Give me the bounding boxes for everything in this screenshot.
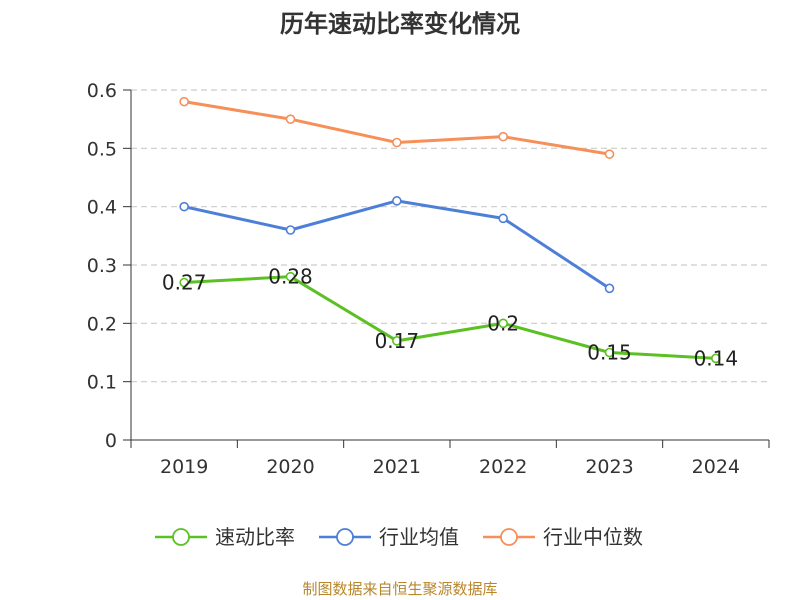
data-label: 0.27 xyxy=(162,271,207,295)
data-label: 0.14 xyxy=(694,346,739,370)
data-point xyxy=(179,277,189,288)
axes: 0 0.1 0.2 0.3 0.4 0.5 0.6 2019 2020 2021 2022 2023 2… xyxy=(87,80,770,478)
data-point xyxy=(498,213,508,224)
legend-label: 行业中位数 xyxy=(543,525,643,549)
data-point xyxy=(498,131,508,142)
data-label: 0.15 xyxy=(587,341,632,365)
y-tick-label: 0.1 xyxy=(87,372,117,394)
legend-label: 行业均值 xyxy=(379,525,459,549)
series-lines xyxy=(179,96,721,364)
legend-marker xyxy=(500,528,518,546)
data-point xyxy=(285,225,296,235)
x-tick-label: 2022 xyxy=(479,456,527,478)
data-label: 0.28 xyxy=(268,265,313,289)
data-point xyxy=(285,114,296,124)
data-point xyxy=(179,201,189,212)
data-point xyxy=(604,283,615,294)
data-point xyxy=(604,149,615,159)
x-tick-label: 2019 xyxy=(160,456,208,478)
legend: 速动比率 行业均值 行业中位数 xyxy=(155,525,643,549)
legend-label: 速动比率 xyxy=(215,525,295,549)
grid-lines xyxy=(131,89,769,383)
x-tick-label: 2021 xyxy=(373,456,421,478)
data-point xyxy=(604,347,615,358)
y-tick-label: 0.6 xyxy=(87,80,117,102)
data-label: 0.17 xyxy=(375,329,420,353)
legend-marker xyxy=(172,528,190,546)
data-labels: 0.27 0.28 0.17 0.2 0.15 0.14 xyxy=(162,265,738,371)
data-point xyxy=(498,318,508,329)
data-point xyxy=(285,271,296,282)
data-point xyxy=(392,336,402,346)
x-tick-label: 2024 xyxy=(692,456,740,478)
y-tick-label: 0.3 xyxy=(87,255,117,277)
x-tick-label: 2020 xyxy=(266,456,314,478)
y-tick-label: 0.2 xyxy=(87,313,117,335)
y-tick-label: 0 xyxy=(105,430,117,452)
source-note: 制图数据来自恒生聚源数据库 xyxy=(302,580,498,598)
y-tick-label: 0.5 xyxy=(87,138,117,160)
x-tick-label: 2023 xyxy=(585,456,633,478)
data-label: 0.2 xyxy=(487,311,519,335)
y-tick-label: 0.4 xyxy=(87,197,117,219)
data-point xyxy=(392,196,402,206)
data-point xyxy=(179,96,189,107)
data-point xyxy=(392,137,402,148)
data-point xyxy=(711,353,721,364)
legend-marker xyxy=(336,528,354,546)
chart-title: 历年速动比率变化情况 xyxy=(280,10,520,38)
series-line xyxy=(183,199,611,290)
series-line xyxy=(184,275,716,360)
